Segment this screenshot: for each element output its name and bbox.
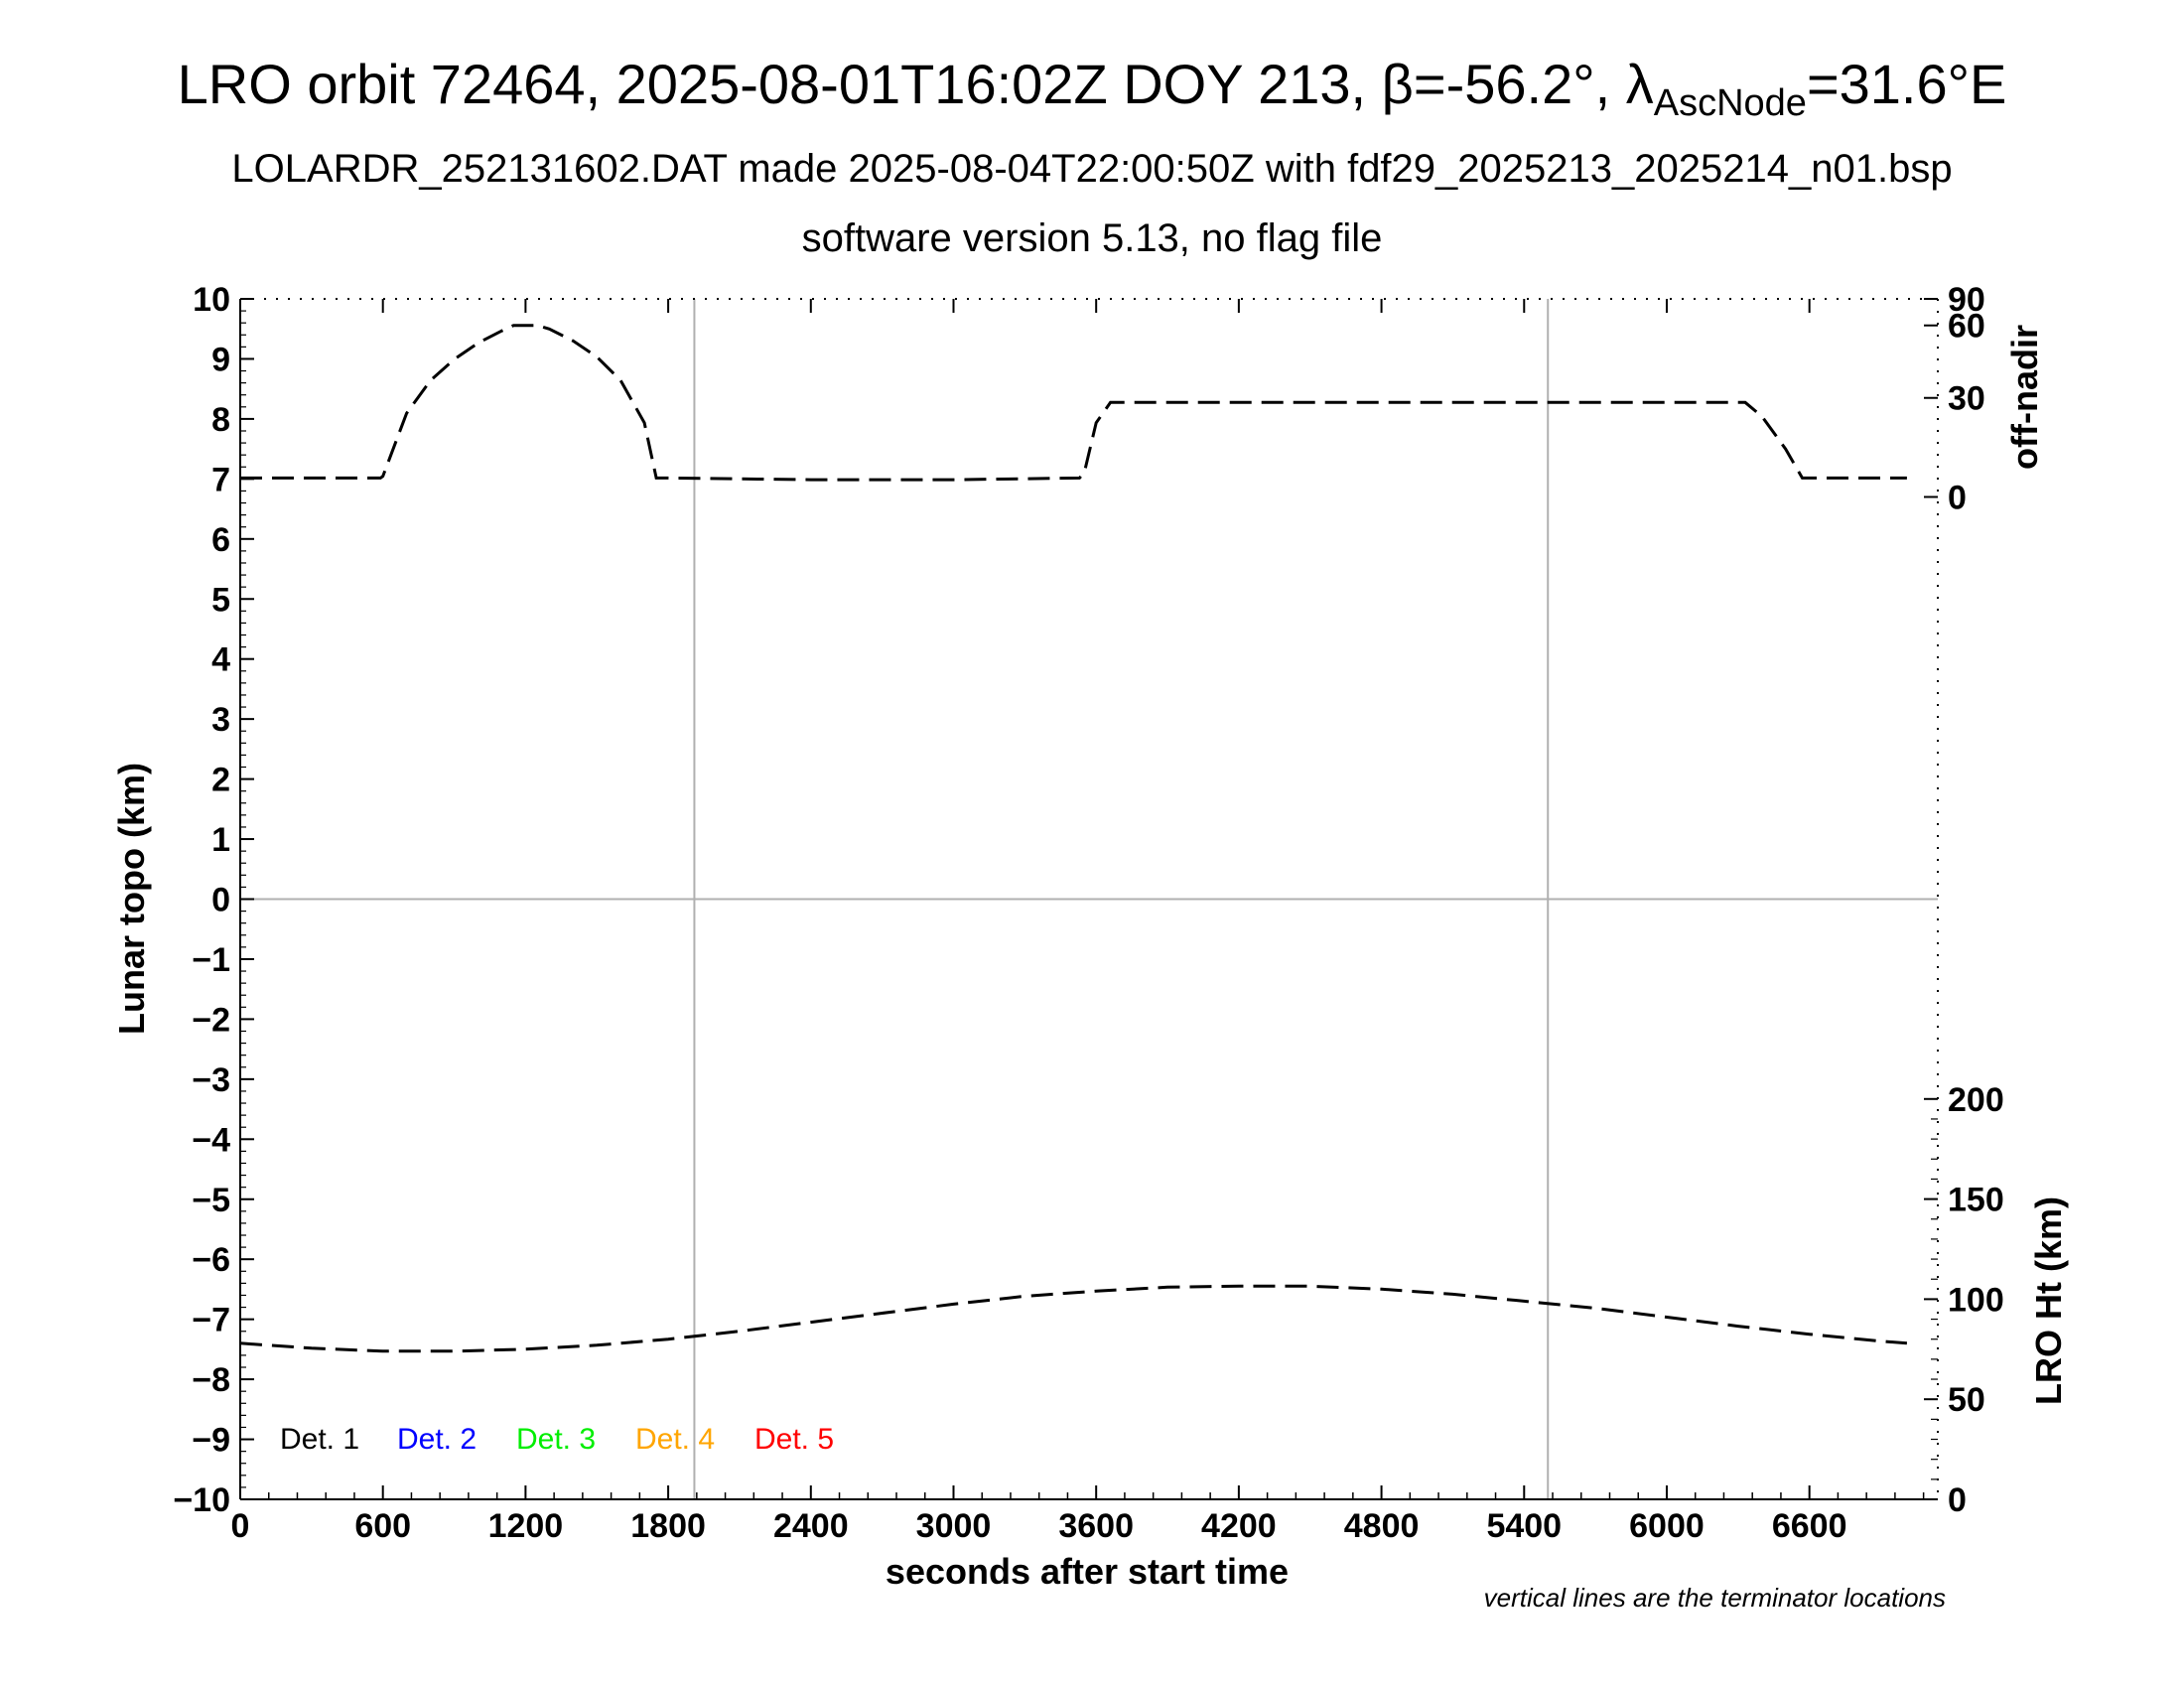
y-tick-label: 8	[211, 401, 230, 439]
y-tick-label: 6	[211, 521, 230, 559]
y-axis-title-left: Lunar topo (km)	[111, 763, 152, 1035]
height-tick-label: 50	[1948, 1381, 1985, 1419]
x-tick-label: 0	[231, 1507, 250, 1545]
y-tick-label: 4	[211, 641, 230, 679]
x-tick-label: 2400	[773, 1507, 849, 1545]
lro-height-line	[239, 1284, 1908, 1353]
y-tick-label: −7	[192, 1302, 230, 1339]
x-tick-label: 3600	[1058, 1507, 1134, 1545]
y-tick-label: 10	[193, 281, 230, 319]
data-series	[239, 324, 1908, 1353]
height-tick-label: 100	[1948, 1281, 2004, 1319]
off-nadir-tick-label: 60	[1948, 308, 1985, 346]
off-nadir-tick-label: 30	[1948, 380, 1985, 418]
x-tick-label: 6000	[1629, 1507, 1705, 1545]
x-tick-label: 6600	[1772, 1507, 1847, 1545]
x-tick-label: 600	[354, 1507, 411, 1545]
y-tick-label: 2	[211, 762, 230, 799]
y-tick-label: 0	[211, 882, 230, 919]
legend: Det. 1 Det. 2 Det. 3 Det. 4 Det. 5	[280, 1423, 834, 1456]
legend-item-det-5: Det. 5	[754, 1423, 834, 1456]
y-tick-label: −10	[173, 1481, 230, 1519]
y-tick-label: 9	[211, 341, 230, 378]
y-axis-title-lro-height: LRO Ht (km)	[2028, 1196, 2069, 1405]
height-tick-label: 0	[1948, 1481, 1967, 1519]
height-tick-label: 150	[1948, 1182, 2004, 1219]
x-tick-label: 5400	[1486, 1507, 1562, 1545]
x-tick-label: 1800	[630, 1507, 706, 1545]
y-tick-label: 5	[211, 581, 230, 619]
x-axis-title: seconds after start time	[886, 1551, 1289, 1592]
chart-subtitle-software: software version 5.13, no flag file	[801, 216, 1383, 260]
title-main: LRO orbit 72464, 2025-08-01T16:02Z DOY 2…	[177, 53, 1654, 115]
y-tick-label: −4	[192, 1121, 230, 1159]
legend-item-det-3: Det. 3	[516, 1423, 596, 1456]
axis-ticks	[239, 298, 1938, 1500]
y-axis-title-off-nadir: off-nadir	[2004, 325, 2045, 470]
axis-tick-labels: 0 600 1200 1800 2400 3000 3600 4200 4800 5400 6000…	[173, 281, 2003, 1545]
y-tick-label: −6	[192, 1241, 230, 1279]
terminator-note: vertical lines are the terminator locati…	[1484, 1583, 1946, 1613]
y-tick-label: 1	[211, 821, 230, 859]
x-tick-label: 4800	[1344, 1507, 1420, 1545]
y-tick-label: −9	[192, 1422, 230, 1460]
x-tick-label: 3000	[916, 1507, 992, 1545]
x-tick-label: 1200	[488, 1507, 564, 1545]
legend-item-det-1: Det. 1	[280, 1423, 359, 1456]
legend-item-det-2: Det. 2	[397, 1423, 477, 1456]
title-end: =31.6°E	[1806, 53, 2007, 115]
off-nadir-tick-label: 0	[1948, 479, 1967, 516]
x-tick-label: 4200	[1201, 1507, 1277, 1545]
height-tick-label: 200	[1948, 1081, 2004, 1119]
title-subscript: AscNode	[1653, 82, 1807, 124]
y-tick-label: 7	[211, 461, 230, 498]
y-tick-label: −3	[192, 1061, 230, 1099]
chart-title: LRO orbit 72464, 2025-08-01T16:02Z DOY 2…	[0, 52, 2184, 125]
y-tick-label: −2	[192, 1001, 230, 1039]
off-nadir-line	[240, 324, 1907, 482]
y-tick-label: −5	[192, 1182, 230, 1219]
reference-lines	[240, 299, 1938, 1499]
chart-subtitle-file: LOLARDR_252131602.DAT made 2025-08-04T22…	[231, 147, 1953, 191]
y-tick-label: 3	[211, 701, 230, 739]
legend-item-det-4: Det. 4	[635, 1423, 715, 1456]
off-nadir-tick-label: 90	[1948, 281, 1985, 319]
y-tick-label: −1	[192, 941, 230, 979]
y-tick-label: −8	[192, 1361, 230, 1399]
